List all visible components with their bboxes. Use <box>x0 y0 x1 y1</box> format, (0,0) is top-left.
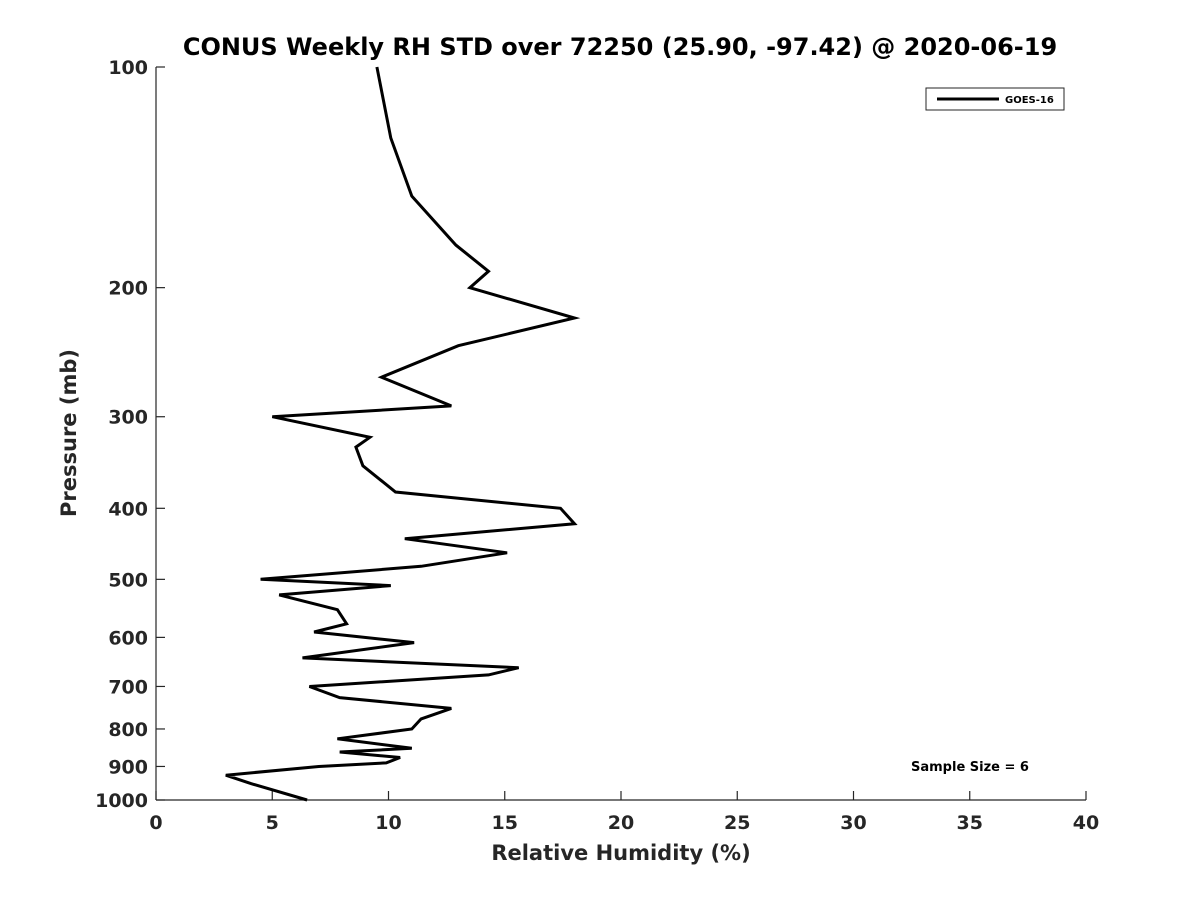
y-tick-label: 700 <box>108 676 148 698</box>
y-tick-label: 300 <box>108 407 148 429</box>
x-tick-label: 35 <box>957 812 983 834</box>
y-tick-label: 100 <box>108 57 148 79</box>
x-axis-label: Relative Humidity (%) <box>491 841 750 865</box>
x-tick-label: 20 <box>608 812 634 834</box>
x-tick-label: 25 <box>724 812 750 834</box>
y-tick-label: 800 <box>108 719 148 741</box>
x-tick-label: 5 <box>266 812 279 834</box>
y-ticks: 100 200 300 400 500 600 700 800 900 1000 <box>95 57 165 812</box>
legend: GOES-16 <box>925 87 1065 111</box>
y-tick-label: 600 <box>108 627 148 649</box>
series-group <box>225 66 581 802</box>
series-line-goes-16 <box>225 66 581 802</box>
y-tick-label: 200 <box>108 278 148 300</box>
x-tick-label: 0 <box>149 812 162 834</box>
x-ticks: 0 5 10 15 20 25 30 35 40 <box>149 791 1099 834</box>
y-tick-label: 900 <box>108 756 148 778</box>
sample-size-annotation: Sample Size = 6 <box>911 760 1029 775</box>
legend-label-goes-16: GOES-16 <box>1005 95 1054 106</box>
x-tick-label: 40 <box>1073 812 1099 834</box>
y-tick-label: 500 <box>108 569 148 591</box>
x-tick-label: 10 <box>375 812 401 834</box>
chart-title: CONUS Weekly RH STD over 72250 (25.90, -… <box>183 33 1057 61</box>
y-tick-label: 1000 <box>95 790 148 812</box>
y-axis-label: Pressure (mb) <box>57 349 81 517</box>
x-tick-label: 30 <box>840 812 866 834</box>
y-tick-label: 400 <box>108 498 148 520</box>
x-tick-label: 15 <box>492 812 518 834</box>
axes <box>155 67 1086 801</box>
